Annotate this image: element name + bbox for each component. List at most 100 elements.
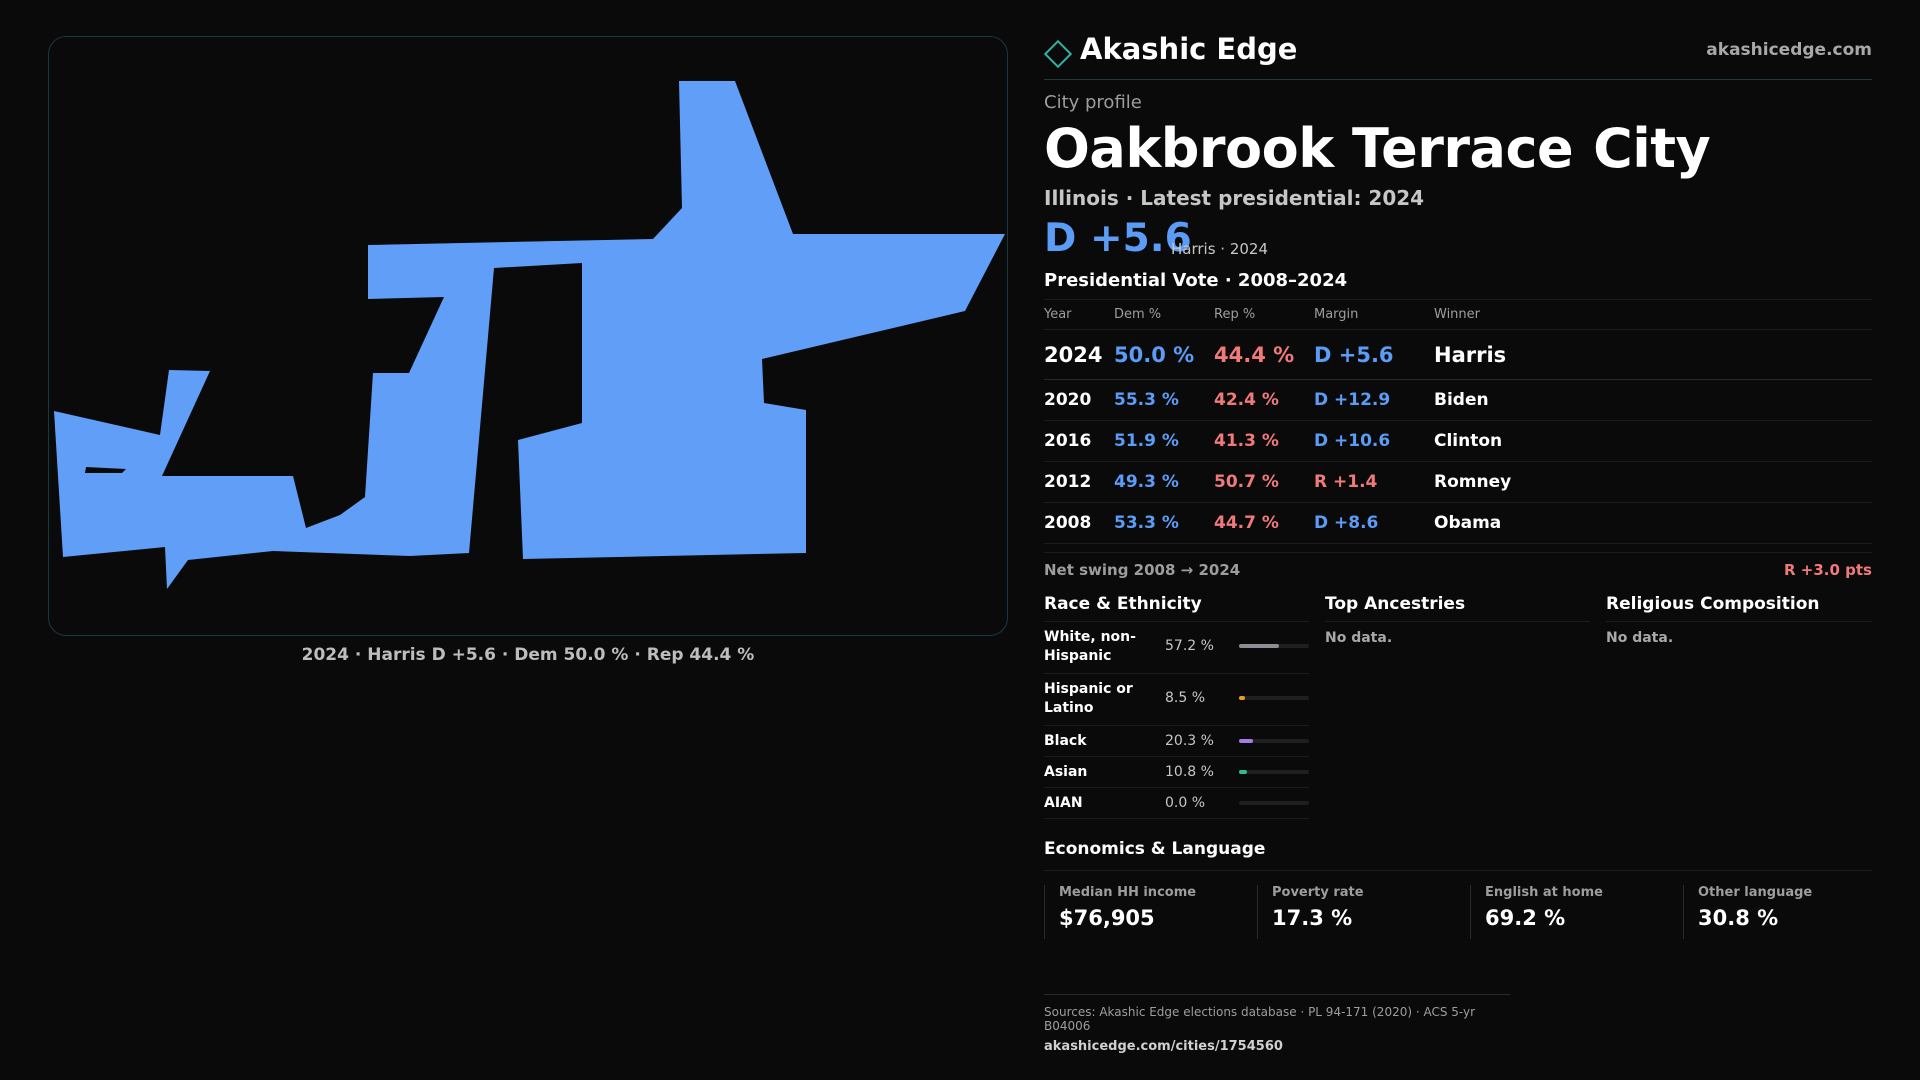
race-name: Black [1044,733,1087,749]
race-value: 57.2 % [1165,638,1214,654]
city-subtitle: Illinois · Latest presidential: 2024 [1044,186,1425,210]
race-value: 20.3 % [1165,733,1214,749]
col-header-year: Year [1044,299,1114,330]
economics-stat-label: Poverty rate [1272,885,1364,900]
race-bar-fill [1239,696,1245,700]
race-value: 0.0 % [1165,795,1206,811]
cell-margin: D +5.6 [1314,329,1434,380]
cell-year: 2020 [1044,379,1114,421]
economics-stat-value: $76,905 [1059,906,1155,930]
economics-grid: Median HH income $76,905 Poverty rate 17.3 … [1044,885,1872,957]
cell-year: 2016 [1044,420,1114,462]
economics-section-title: Economics & Language [1044,839,1872,871]
race-section-title: Race & Ethnicity [1044,590,1309,622]
profile-label: City profile [1044,92,1142,113]
table-header-row: Year Dem % Rep % Margin Winner [1044,299,1872,330]
cell-winner: Biden [1434,379,1872,421]
race-row: White, non-Hispanic 57.2 % [1044,622,1309,674]
net-swing-label: Net swing 2008 → 2024 [1044,561,1241,579]
brand-url-link[interactable]: akashicedge.com [1706,40,1872,60]
race-bar-fill [1239,644,1280,648]
cell-winner: Harris [1434,329,1872,380]
race-bar-track [1239,770,1309,774]
race-bar-fill [1239,739,1254,743]
city-profile-panel: Akashic Edge akashicedge.com City profil… [1043,30,1872,957]
city-name: Oakbrook Terrace [1044,117,1574,180]
sources-footer: Sources: Akashic Edge elections database… [1044,994,1510,1054]
economics-stat-label: Median HH income [1059,885,1197,900]
economics-stat-value: 69.2 % [1485,906,1566,930]
race-value: 8.5 % [1165,690,1206,706]
cell-dem-pct: 49.3 % [1114,461,1214,503]
cell-year: 2008 [1044,502,1114,544]
economics-stat: Poverty rate 17.3 % [1257,885,1470,939]
cell-winner: Clinton [1434,420,1872,462]
race-list: White, non-Hispanic 57.2 % Hispanic or Lat… [1044,622,1309,819]
presidential-vote-table: Year Dem % Rep % Margin Winner 2024 50.0 … [1044,299,1872,544]
cell-year: 2012 [1044,461,1114,503]
col-header-margin: Margin [1314,299,1434,330]
city-boundary-map[interactable] [49,37,1008,636]
race-row: Black 20.3 % [1044,726,1309,757]
ancestries-section-title: Top Ancestries [1325,590,1590,622]
race-ethnicity-section: Race & Ethnicity White, non-Hispanic 57.2… [1044,590,1309,819]
race-row: Asian 10.8 % [1044,757,1309,788]
race-bar-track [1239,801,1309,805]
cell-margin: D +10.6 [1314,420,1434,462]
table-row: 2012 49.3 % 50.7 % R +1.4 Romney [1044,461,1872,503]
vote-section-title: Presidential Vote · 2008–2024 [1044,270,1348,291]
col-header-rep: Rep % [1214,299,1314,330]
map-panel[interactable] [48,36,1008,636]
cell-margin: D +8.6 [1314,502,1434,544]
race-name: White, non-Hispanic [1044,629,1136,664]
cell-dem-pct: 51.9 % [1114,420,1214,462]
map-caption: 2024 · Harris D +5.6 · Dem 50.0 % · Rep … [301,645,755,665]
sources-text: Sources: Akashic Edge elections database… [1044,1005,1476,1033]
cell-year: 2024 [1044,329,1114,380]
table-row: 2016 51.9 % 41.3 % D +10.6 Clinton [1044,420,1872,462]
sources-url-link[interactable]: akashicedge.com/cities/1754560 [1044,1039,1283,1054]
economics-stat: Median HH income $76,905 [1044,885,1257,939]
race-row: AIAN 0.0 % [1044,788,1309,819]
economics-stat-label: English at home [1485,885,1603,900]
net-swing-value: R +3.0 pts [1784,561,1872,579]
city-type: City [1593,117,1711,180]
race-name: Hispanic or Latino [1044,681,1133,716]
city-boundary-shape[interactable] [54,81,1005,589]
cell-winner: Romney [1434,461,1872,503]
table-row: 2020 55.3 % 42.4 % D +12.9 Biden [1044,379,1872,421]
race-name: Asian [1044,764,1088,780]
col-header-winner: Winner [1434,299,1872,330]
economics-stat: Other language 30.8 % [1683,885,1896,939]
headline-margin-value: D +5.6 [1044,216,1192,261]
net-swing-row: Net swing 2008 → 2024 R +3.0 pts [1044,552,1872,582]
economics-stat-value: 17.3 % [1272,906,1353,930]
cell-dem-pct: 55.3 % [1114,379,1214,421]
race-bar-track [1239,696,1309,700]
cell-rep-pct: 50.7 % [1214,461,1314,503]
cell-rep-pct: 44.7 % [1214,502,1314,544]
cell-margin: R +1.4 [1314,461,1434,503]
economics-stat-value: 30.8 % [1698,906,1779,930]
religion-empty: No data. [1606,630,1674,646]
economics-stat: English at home 69.2 % [1470,885,1683,939]
cell-rep-pct: 44.4 % [1214,329,1314,380]
ancestries-empty: No data. [1325,630,1393,646]
religion-section-title: Religious Composition [1606,590,1872,622]
cell-margin: D +12.9 [1314,379,1434,421]
race-name: AIAN [1044,795,1083,811]
race-bar-track [1239,739,1309,743]
ancestries-section: Top Ancestries No data. [1325,590,1590,646]
page-title: Oakbrook Terrace City [1044,117,1872,180]
religion-section: Religious Composition No data. [1606,590,1872,646]
cell-rep-pct: 41.3 % [1214,420,1314,462]
race-value: 10.8 % [1165,764,1214,780]
headline-margin-detail: Harris · 2024 [1171,240,1269,258]
brand-diamond-icon [1043,39,1073,69]
demographics-columns: Race & Ethnicity White, non-Hispanic 57.2… [1044,590,1872,835]
brand-name[interactable]: Akashic Edge [1080,32,1298,66]
cell-dem-pct: 53.3 % [1114,502,1214,544]
race-bar-track [1239,644,1309,648]
table-row: 2024 50.0 % 44.4 % D +5.6 Harris [1044,329,1872,380]
cell-rep-pct: 42.4 % [1214,379,1314,421]
